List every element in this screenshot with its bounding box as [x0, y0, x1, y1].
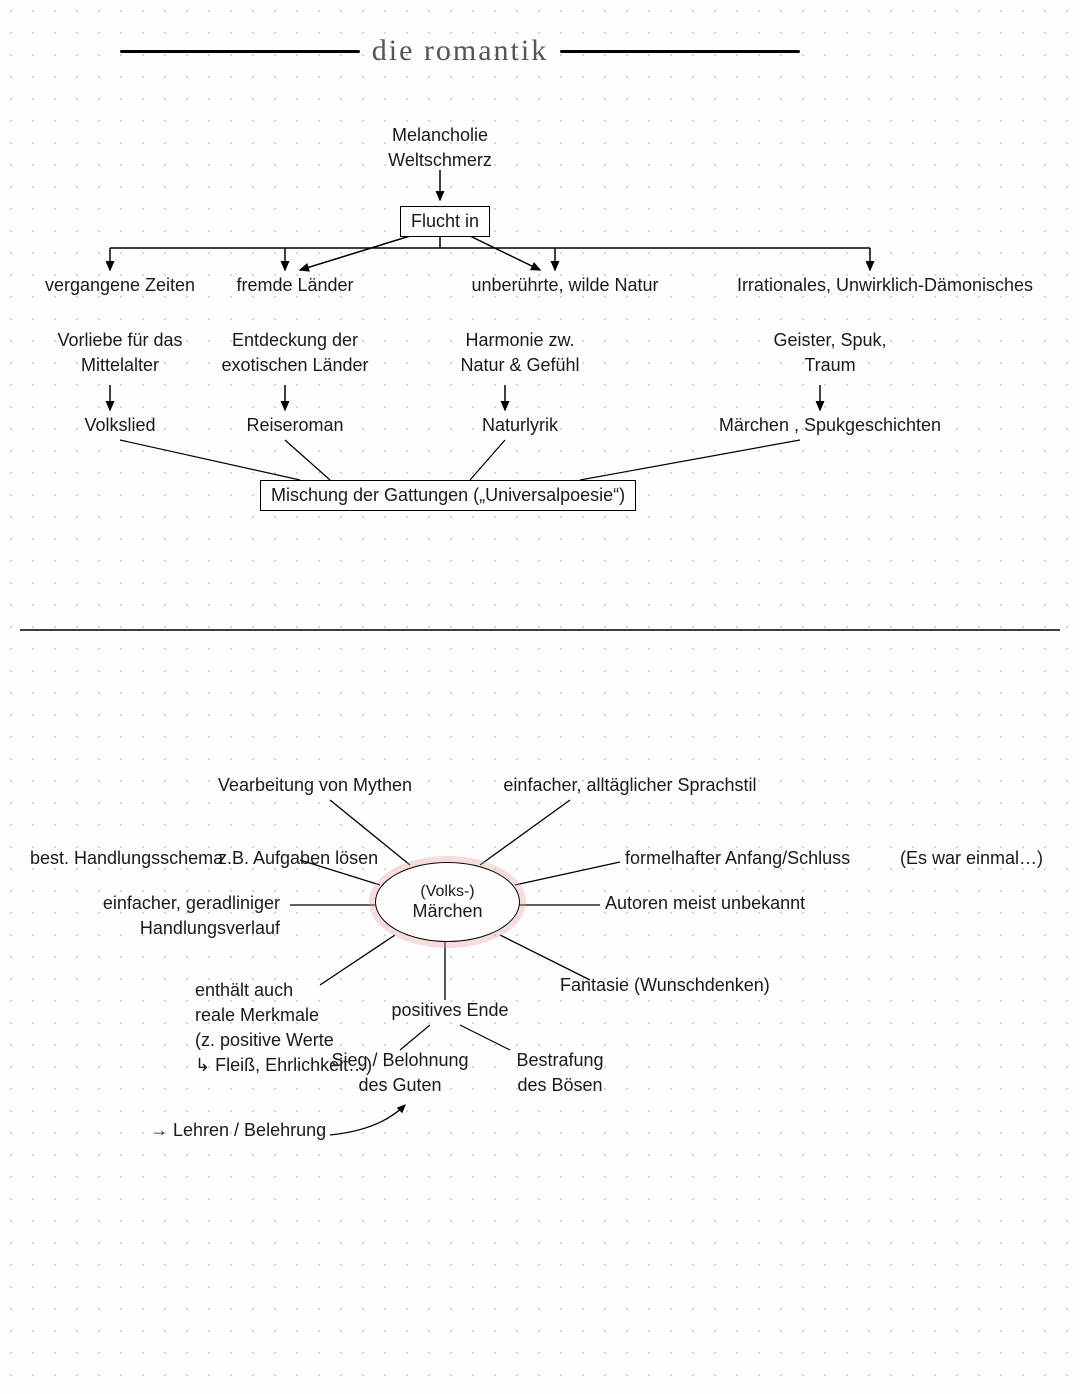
ray-sieg2: des Guten — [320, 1075, 480, 1096]
branch-4-desc2: Traum — [740, 355, 920, 376]
branch-2-result: Reiseroman — [215, 415, 375, 436]
melancholie: Melancholie — [380, 125, 500, 146]
branch-4-label: Irrationales, Unwirklich-Dämonisches — [720, 275, 1050, 296]
branch-1-desc1: Vorliebe für das — [40, 330, 200, 351]
branch-4-desc1: Geister, Spuk, — [740, 330, 920, 351]
title-rule-left — [120, 50, 360, 53]
branch-3-desc2: Natur & Gefühl — [440, 355, 600, 376]
maerchen-center-2: Märchen — [412, 901, 482, 922]
mischung-box: Mischung der Gattungen („Universalpoesie… — [260, 480, 636, 511]
ray-schema-ex: z.B. Aufgaben lösen — [218, 848, 398, 869]
branch-1-label: vergangene Zeiten — [40, 275, 200, 296]
flucht-in-box: Flucht in — [400, 206, 490, 237]
connectors-svg — [0, 0, 1080, 1394]
page-title: die romantik — [370, 34, 550, 68]
weltschmerz: Weltschmerz — [380, 150, 500, 171]
ray-strafe1: Bestrafung — [490, 1050, 630, 1071]
ray-fantasie: Fantasie (Wunschdenken) — [560, 975, 820, 996]
ray-formel-ex: (Es war einmal…) — [900, 848, 1060, 869]
branch-1-desc2: Mittelalter — [40, 355, 200, 376]
branch-3-result: Naturlyrik — [440, 415, 600, 436]
maerchen-ellipse: (Volks-) Märchen — [375, 862, 520, 942]
ray-myth: Vearbeitung von Mythen — [200, 775, 430, 796]
ray-sieg1: Sieg / Belohnung — [320, 1050, 480, 1071]
title-rule-right — [560, 50, 800, 53]
ray-style: einfacher, alltäglicher Sprachstil — [470, 775, 790, 796]
ray-real3: (z. positive Werte — [195, 1030, 415, 1051]
branch-2-desc1: Entdeckung der — [215, 330, 375, 351]
ray-lauf1: einfacher, geradliniger — [60, 893, 280, 914]
ray-ende: positives Ende — [380, 1000, 520, 1021]
branch-2-desc2: exotischen Länder — [215, 355, 375, 376]
maerchen-center-1: (Volks-) — [420, 883, 474, 901]
branch-4-result: Märchen , Spukgeschichten — [700, 415, 960, 436]
branch-1-result: Volkslied — [40, 415, 200, 436]
branch-3-label: unberührte, wilde Natur — [450, 275, 680, 296]
ray-formel: formelhafter Anfang/Schluss — [625, 848, 885, 869]
ray-real2: reale Merkmale — [195, 1005, 375, 1026]
ray-real1: enthält auch — [195, 980, 375, 1001]
ray-lauf2: Handlungsverlauf — [60, 918, 280, 939]
branch-3-desc1: Harmonie zw. — [440, 330, 600, 351]
ray-strafe2: des Bösen — [490, 1075, 630, 1096]
ray-autor: Autoren meist unbekannt — [605, 893, 865, 914]
ray-schema: best. Handlungsschema — [30, 848, 210, 869]
branch-2-label: fremde Länder — [215, 275, 375, 296]
ray-lehren: → Lehren / Belehrung — [150, 1120, 370, 1141]
